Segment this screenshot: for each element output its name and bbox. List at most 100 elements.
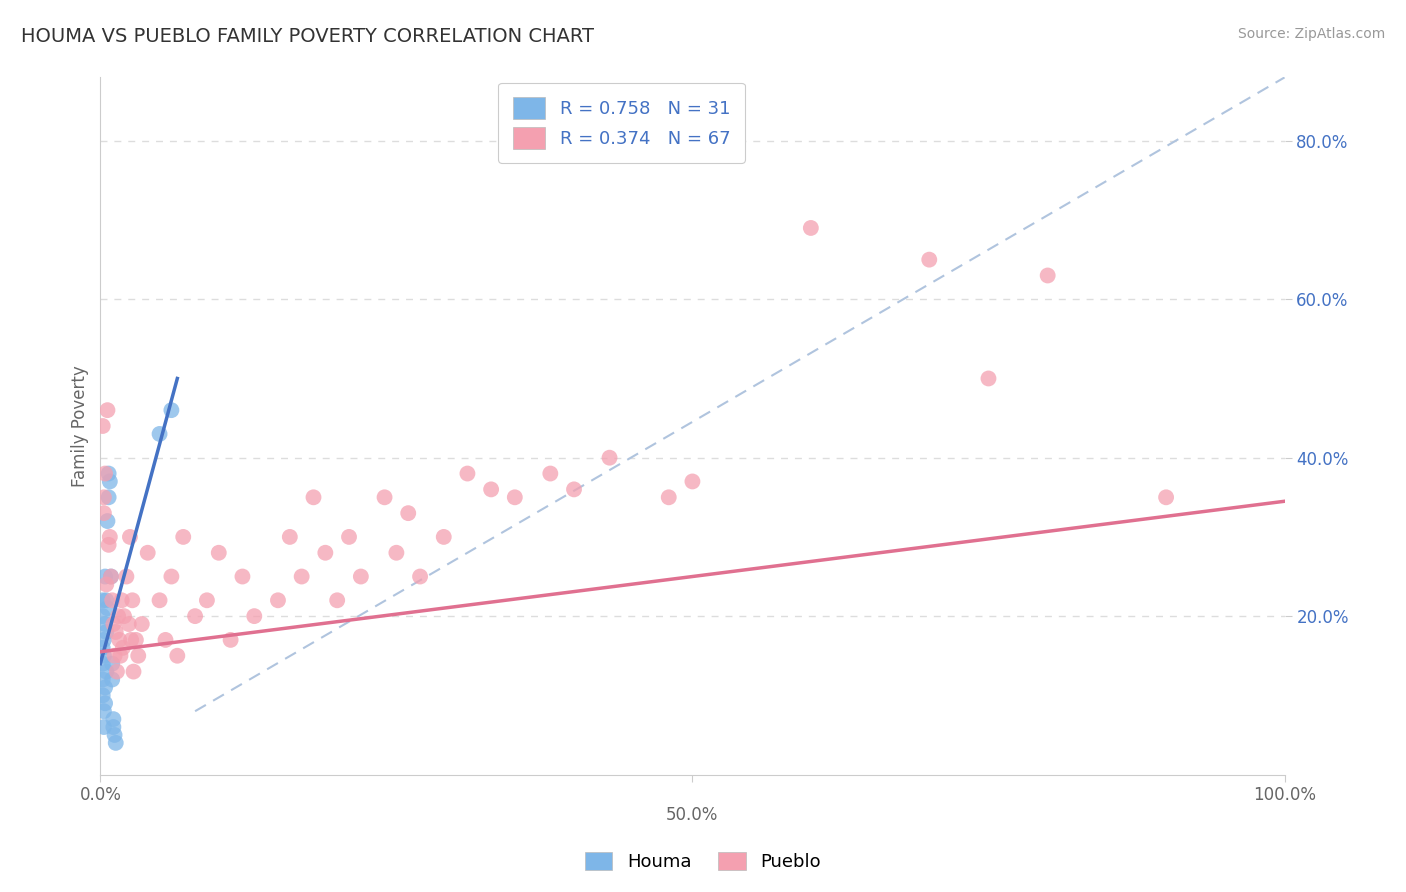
Point bbox=[91, 640, 114, 655]
Text: HOUMA VS PUEBLO FAMILY POVERTY CORRELATION CHART: HOUMA VS PUEBLO FAMILY POVERTY CORRELATI… bbox=[21, 27, 595, 45]
Point bbox=[103, 712, 125, 726]
Point bbox=[94, 569, 117, 583]
Legend: Houma, Pueblo: Houma, Pueblo bbox=[578, 845, 828, 879]
Point bbox=[96, 601, 118, 615]
Point bbox=[93, 506, 115, 520]
Point bbox=[172, 530, 194, 544]
Point bbox=[385, 546, 408, 560]
Point bbox=[97, 538, 120, 552]
Point bbox=[103, 648, 125, 663]
Point bbox=[91, 689, 114, 703]
Point bbox=[350, 569, 373, 583]
Point bbox=[96, 577, 118, 591]
Point bbox=[208, 546, 231, 560]
Legend: R = 0.758   N = 31, R = 0.374   N = 67: R = 0.758 N = 31, R = 0.374 N = 67 bbox=[498, 83, 745, 163]
Text: Source: ZipAtlas.com: Source: ZipAtlas.com bbox=[1237, 27, 1385, 41]
Point bbox=[110, 648, 132, 663]
Point bbox=[326, 593, 349, 607]
Point bbox=[94, 467, 117, 481]
Point bbox=[243, 609, 266, 624]
Point bbox=[103, 728, 125, 742]
Point bbox=[101, 673, 124, 687]
Point bbox=[111, 640, 134, 655]
Point bbox=[136, 546, 159, 560]
Point bbox=[103, 720, 125, 734]
Point bbox=[433, 530, 456, 544]
Point bbox=[91, 419, 114, 434]
Point bbox=[374, 491, 396, 505]
Point bbox=[118, 617, 141, 632]
Point bbox=[94, 681, 117, 695]
Point bbox=[94, 617, 117, 632]
Point bbox=[1154, 491, 1177, 505]
Point bbox=[800, 221, 823, 235]
Point bbox=[148, 426, 170, 441]
Point bbox=[122, 665, 145, 679]
Point bbox=[302, 491, 325, 505]
Point bbox=[599, 450, 621, 465]
Point bbox=[112, 609, 135, 624]
Point bbox=[107, 609, 129, 624]
Point bbox=[103, 617, 125, 632]
Point bbox=[121, 593, 143, 607]
Y-axis label: Family Poverty: Family Poverty bbox=[72, 365, 89, 487]
Point bbox=[96, 665, 118, 679]
Point bbox=[93, 704, 115, 718]
Point bbox=[127, 648, 149, 663]
Point bbox=[409, 569, 432, 583]
Point bbox=[91, 593, 114, 607]
Point bbox=[101, 657, 124, 671]
Point bbox=[93, 720, 115, 734]
Point bbox=[115, 569, 138, 583]
Point bbox=[97, 467, 120, 481]
Point bbox=[91, 609, 114, 624]
Point bbox=[96, 514, 118, 528]
Point bbox=[98, 475, 121, 489]
Point bbox=[918, 252, 941, 267]
Point bbox=[104, 624, 127, 639]
Point bbox=[658, 491, 681, 505]
Point bbox=[503, 491, 526, 505]
Text: 50.0%: 50.0% bbox=[666, 806, 718, 824]
Point bbox=[184, 609, 207, 624]
Point bbox=[314, 546, 336, 560]
Point bbox=[160, 569, 183, 583]
Point bbox=[267, 593, 290, 607]
Point bbox=[96, 403, 118, 417]
Point bbox=[97, 491, 120, 505]
Point bbox=[538, 467, 561, 481]
Point bbox=[118, 530, 141, 544]
Point bbox=[562, 483, 585, 497]
Point bbox=[101, 593, 124, 607]
Point bbox=[108, 632, 131, 647]
Point bbox=[231, 569, 253, 583]
Point bbox=[91, 657, 114, 671]
Point bbox=[456, 467, 478, 481]
Point bbox=[166, 648, 188, 663]
Point bbox=[93, 632, 115, 647]
Point bbox=[98, 530, 121, 544]
Point bbox=[219, 632, 242, 647]
Point bbox=[155, 632, 177, 647]
Point bbox=[125, 632, 148, 647]
Point bbox=[131, 617, 153, 632]
Point bbox=[120, 632, 142, 647]
Point bbox=[291, 569, 314, 583]
Point bbox=[91, 673, 114, 687]
Point bbox=[96, 593, 118, 607]
Point bbox=[104, 736, 127, 750]
Point bbox=[681, 475, 703, 489]
Point bbox=[1036, 268, 1059, 283]
Point bbox=[977, 371, 1000, 385]
Point bbox=[160, 403, 183, 417]
Point bbox=[100, 569, 122, 583]
Point bbox=[396, 506, 419, 520]
Point bbox=[278, 530, 301, 544]
Point bbox=[94, 696, 117, 710]
Point bbox=[479, 483, 502, 497]
Point bbox=[96, 624, 118, 639]
Point bbox=[105, 665, 128, 679]
Point bbox=[100, 569, 122, 583]
Point bbox=[195, 593, 218, 607]
Point bbox=[148, 593, 170, 607]
